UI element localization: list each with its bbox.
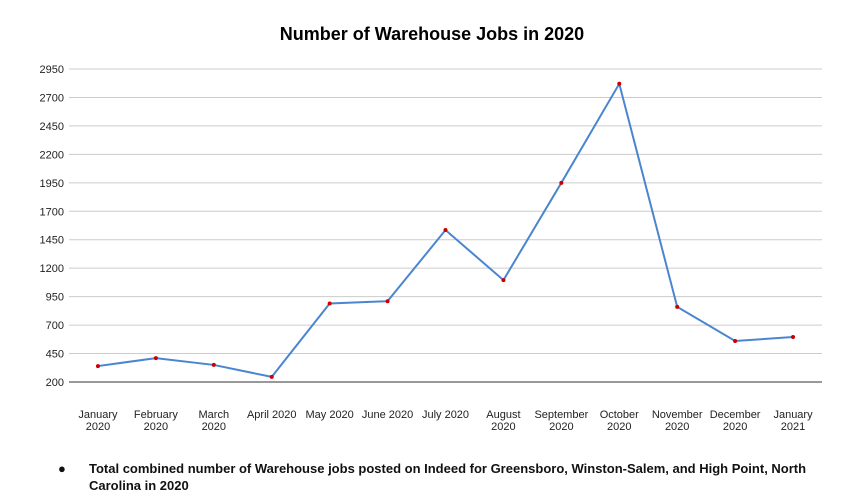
- x-tick-label: November 2020: [652, 409, 703, 433]
- point: [95, 364, 100, 369]
- footnote-text: Total combined number of Warehouse jobs …: [89, 461, 807, 493]
- point: [211, 362, 216, 367]
- point: [559, 180, 564, 185]
- y-tick-label: 2200: [40, 149, 64, 161]
- point: [791, 335, 796, 340]
- point: [385, 299, 390, 304]
- point: [443, 228, 448, 233]
- point: [733, 339, 738, 344]
- y-tick-label: 450: [46, 349, 64, 361]
- point: [617, 81, 622, 86]
- x-tick-label: January 2020: [78, 409, 118, 433]
- chart-title: Number of Warehouse Jobs in 2020: [280, 24, 584, 44]
- x-tick-label: August 2020: [486, 409, 520, 433]
- y-tick-label: 1200: [40, 263, 64, 275]
- x-tick-label: December 2020: [710, 409, 761, 433]
- x-tick-label: October 2020: [600, 409, 639, 433]
- point: [675, 304, 680, 309]
- x-tick-label: January 2021: [773, 409, 813, 433]
- x-tick-label: February 2020: [134, 409, 179, 433]
- y-tick-label: 700: [46, 320, 64, 332]
- x-tick-label: July 2020: [422, 409, 469, 421]
- point: [327, 301, 332, 306]
- point: [501, 278, 506, 283]
- point: [269, 374, 274, 379]
- y-tick-label: 1950: [40, 178, 64, 190]
- x-tick-label: September 2020: [534, 409, 588, 433]
- x-tick-label: May 2020: [305, 409, 353, 421]
- x-tick-label: April 2020: [247, 409, 297, 421]
- chart: Number of Warehouse Jobs in 2020 200 450 7…: [40, 24, 822, 433]
- y-tick-label: 2450: [40, 121, 64, 133]
- y-tick-label: 950: [46, 292, 64, 304]
- footnote: ● Total combined number of Warehouse jobs…: [58, 460, 828, 494]
- y-tick-label: 200: [46, 377, 64, 389]
- y-tick-label: 1450: [40, 235, 64, 247]
- y-tick-label: 1700: [40, 206, 64, 218]
- y-tick-label: 2950: [40, 64, 64, 76]
- x-tick-label: June 2020: [362, 409, 413, 421]
- x-tick-label: March 2020: [199, 409, 230, 433]
- point: [153, 356, 158, 361]
- y-tick-label: 2700: [40, 92, 64, 104]
